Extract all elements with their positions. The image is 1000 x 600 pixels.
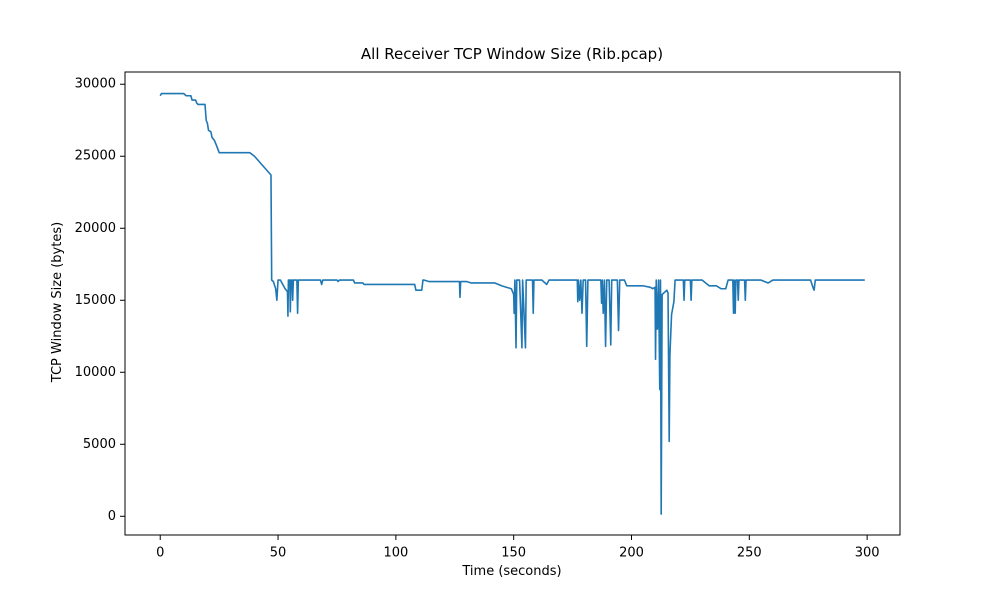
- y-axis-label: TCP Window Size (bytes): [50, 222, 65, 383]
- x-axis-label: Time (seconds): [461, 564, 561, 579]
- x-tick-label: 200: [619, 546, 644, 561]
- y-tick-label: 10000: [75, 365, 116, 380]
- y-tick-label: 20000: [75, 221, 116, 236]
- x-tick-label: 50: [270, 546, 287, 561]
- x-tick-label: 300: [855, 546, 880, 561]
- y-tick-label: 30000: [75, 77, 116, 92]
- y-tick-label: 5000: [83, 437, 116, 452]
- x-tick-label: 0: [156, 546, 164, 561]
- chart-title: All Receiver TCP Window Size (Rib.pcap): [361, 45, 663, 63]
- y-tick-label: 15000: [75, 293, 116, 308]
- y-tick-label: 0: [108, 509, 116, 524]
- axes-frame: [124, 71, 901, 536]
- y-tick-label: 25000: [75, 149, 116, 164]
- x-tick-label: 150: [501, 546, 526, 561]
- data-line: [159, 92, 865, 515]
- x-tick-label: 250: [737, 546, 762, 561]
- x-tick-label: 100: [383, 546, 408, 561]
